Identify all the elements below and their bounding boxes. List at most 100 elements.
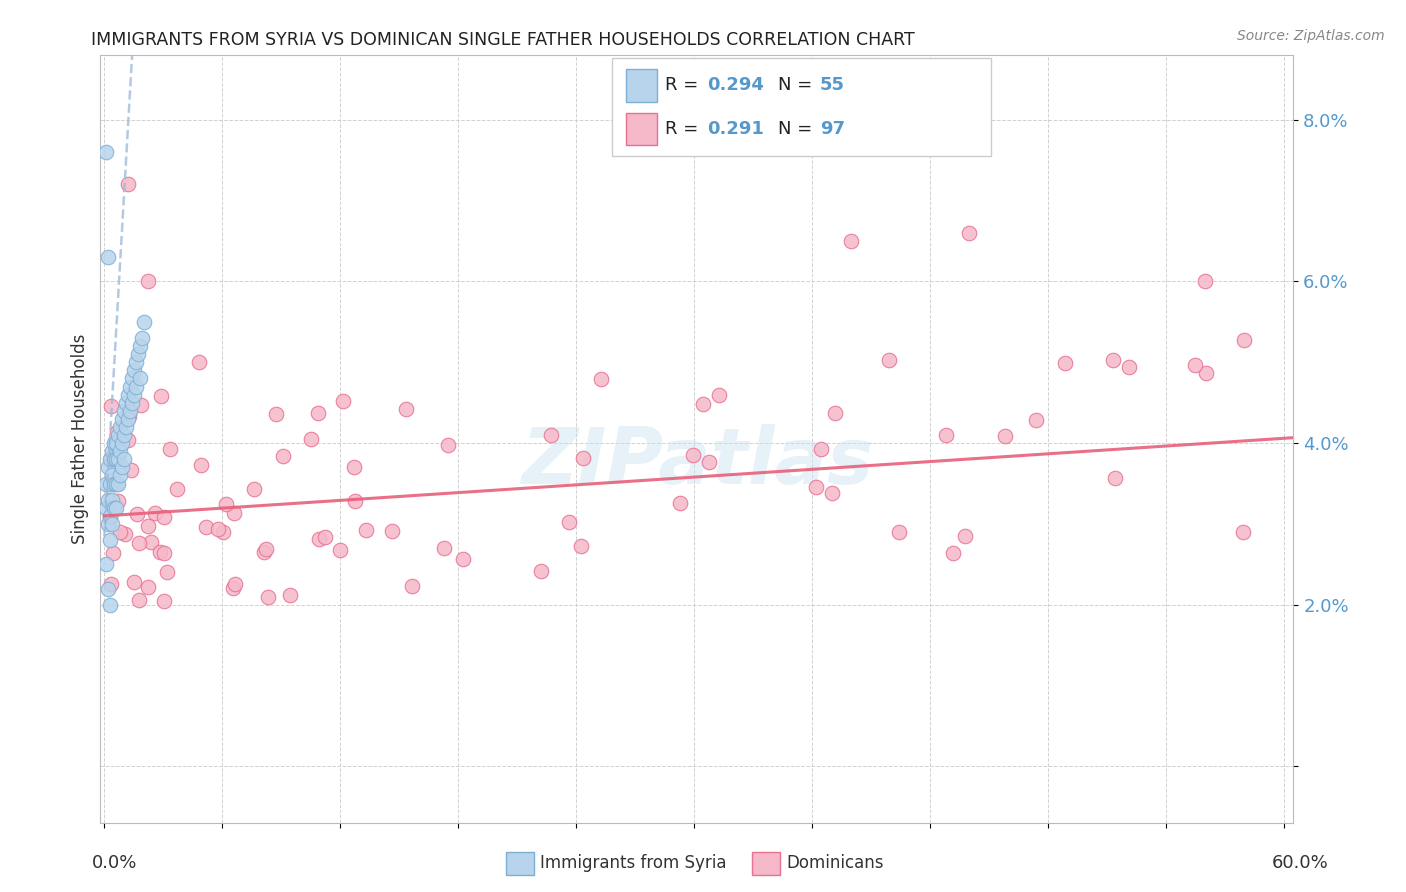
Point <box>224 577 246 591</box>
Point <box>103 452 125 467</box>
Point <box>1232 524 1254 539</box>
Point <box>149 545 172 559</box>
Point <box>121 395 143 409</box>
Point <box>105 476 128 491</box>
Point <box>697 455 720 469</box>
Point <box>100 399 122 413</box>
Point <box>96 500 118 515</box>
Point <box>591 372 613 386</box>
Point <box>354 523 377 537</box>
Point <box>222 582 245 596</box>
Point <box>254 542 277 557</box>
Point <box>96 145 118 160</box>
Point <box>111 412 134 426</box>
Point <box>98 510 121 524</box>
Text: Dominicans: Dominicans <box>786 855 883 872</box>
Point <box>153 594 176 608</box>
Point <box>401 579 423 593</box>
Point <box>136 275 159 289</box>
Point <box>187 355 209 369</box>
Point <box>100 450 122 465</box>
Point <box>994 429 1017 443</box>
Point <box>953 529 976 543</box>
Point <box>264 408 287 422</box>
Point <box>101 516 124 531</box>
Point <box>307 406 329 420</box>
Point <box>935 428 957 442</box>
Text: 0.291: 0.291 <box>707 120 763 137</box>
Point <box>107 476 129 491</box>
Text: Source: ZipAtlas.com: Source: ZipAtlas.com <box>1237 29 1385 43</box>
Point <box>118 404 141 418</box>
Point <box>112 452 135 467</box>
Point <box>98 508 121 523</box>
Text: 0.294: 0.294 <box>707 77 763 95</box>
Point <box>821 486 844 500</box>
Point <box>839 234 862 248</box>
Point <box>1184 358 1206 372</box>
Point <box>111 460 134 475</box>
Point <box>105 425 128 440</box>
Point <box>1194 275 1216 289</box>
Point <box>125 379 148 393</box>
Point <box>942 546 965 560</box>
Point <box>118 379 141 393</box>
Point <box>117 434 139 448</box>
Point <box>122 363 145 377</box>
Point <box>131 331 153 345</box>
Point <box>105 452 128 467</box>
Point <box>97 492 120 507</box>
Point <box>381 524 404 538</box>
Point <box>190 458 212 472</box>
Text: R =: R = <box>665 120 704 137</box>
Point <box>314 530 336 544</box>
Point <box>101 444 124 458</box>
Point <box>128 339 150 353</box>
Text: N =: N = <box>778 120 817 137</box>
Point <box>152 509 174 524</box>
Point <box>112 404 135 418</box>
Point <box>806 480 828 494</box>
Point <box>569 539 592 553</box>
Point <box>215 497 238 511</box>
Point <box>1054 356 1077 370</box>
Point <box>117 178 139 192</box>
Point <box>682 448 704 462</box>
Point <box>108 524 131 539</box>
Point <box>97 250 120 264</box>
Point <box>194 520 217 534</box>
Point <box>1025 412 1047 426</box>
Point <box>97 516 120 531</box>
Point <box>1195 366 1218 380</box>
Point <box>120 463 142 477</box>
Point <box>98 598 121 612</box>
Text: 97: 97 <box>820 120 845 137</box>
Point <box>103 476 125 491</box>
Point <box>107 452 129 467</box>
Text: IMMIGRANTS FROM SYRIA VS DOMINICAN SINGLE FATHER HOUSEHOLDS CORRELATION CHART: IMMIGRANTS FROM SYRIA VS DOMINICAN SINGL… <box>91 31 915 49</box>
Y-axis label: Single Father Households: Single Father Households <box>72 334 89 544</box>
Point <box>707 388 730 402</box>
Point <box>153 546 176 560</box>
Point <box>571 450 593 465</box>
Point <box>96 558 118 572</box>
Point <box>98 476 121 491</box>
Text: 0.0%: 0.0% <box>91 855 136 872</box>
Point <box>887 524 910 539</box>
Point <box>97 460 120 475</box>
Point <box>136 519 159 533</box>
Point <box>107 428 129 442</box>
Point <box>557 516 579 530</box>
Text: Immigrants from Syria: Immigrants from Syria <box>540 855 727 872</box>
Point <box>96 476 118 491</box>
Point <box>540 428 562 442</box>
Point <box>115 395 138 409</box>
Point <box>329 542 352 557</box>
Point <box>343 459 366 474</box>
Point <box>308 532 330 546</box>
Point <box>121 371 143 385</box>
Point <box>97 582 120 596</box>
Point <box>122 574 145 589</box>
Point <box>243 482 266 496</box>
Point <box>114 527 136 541</box>
